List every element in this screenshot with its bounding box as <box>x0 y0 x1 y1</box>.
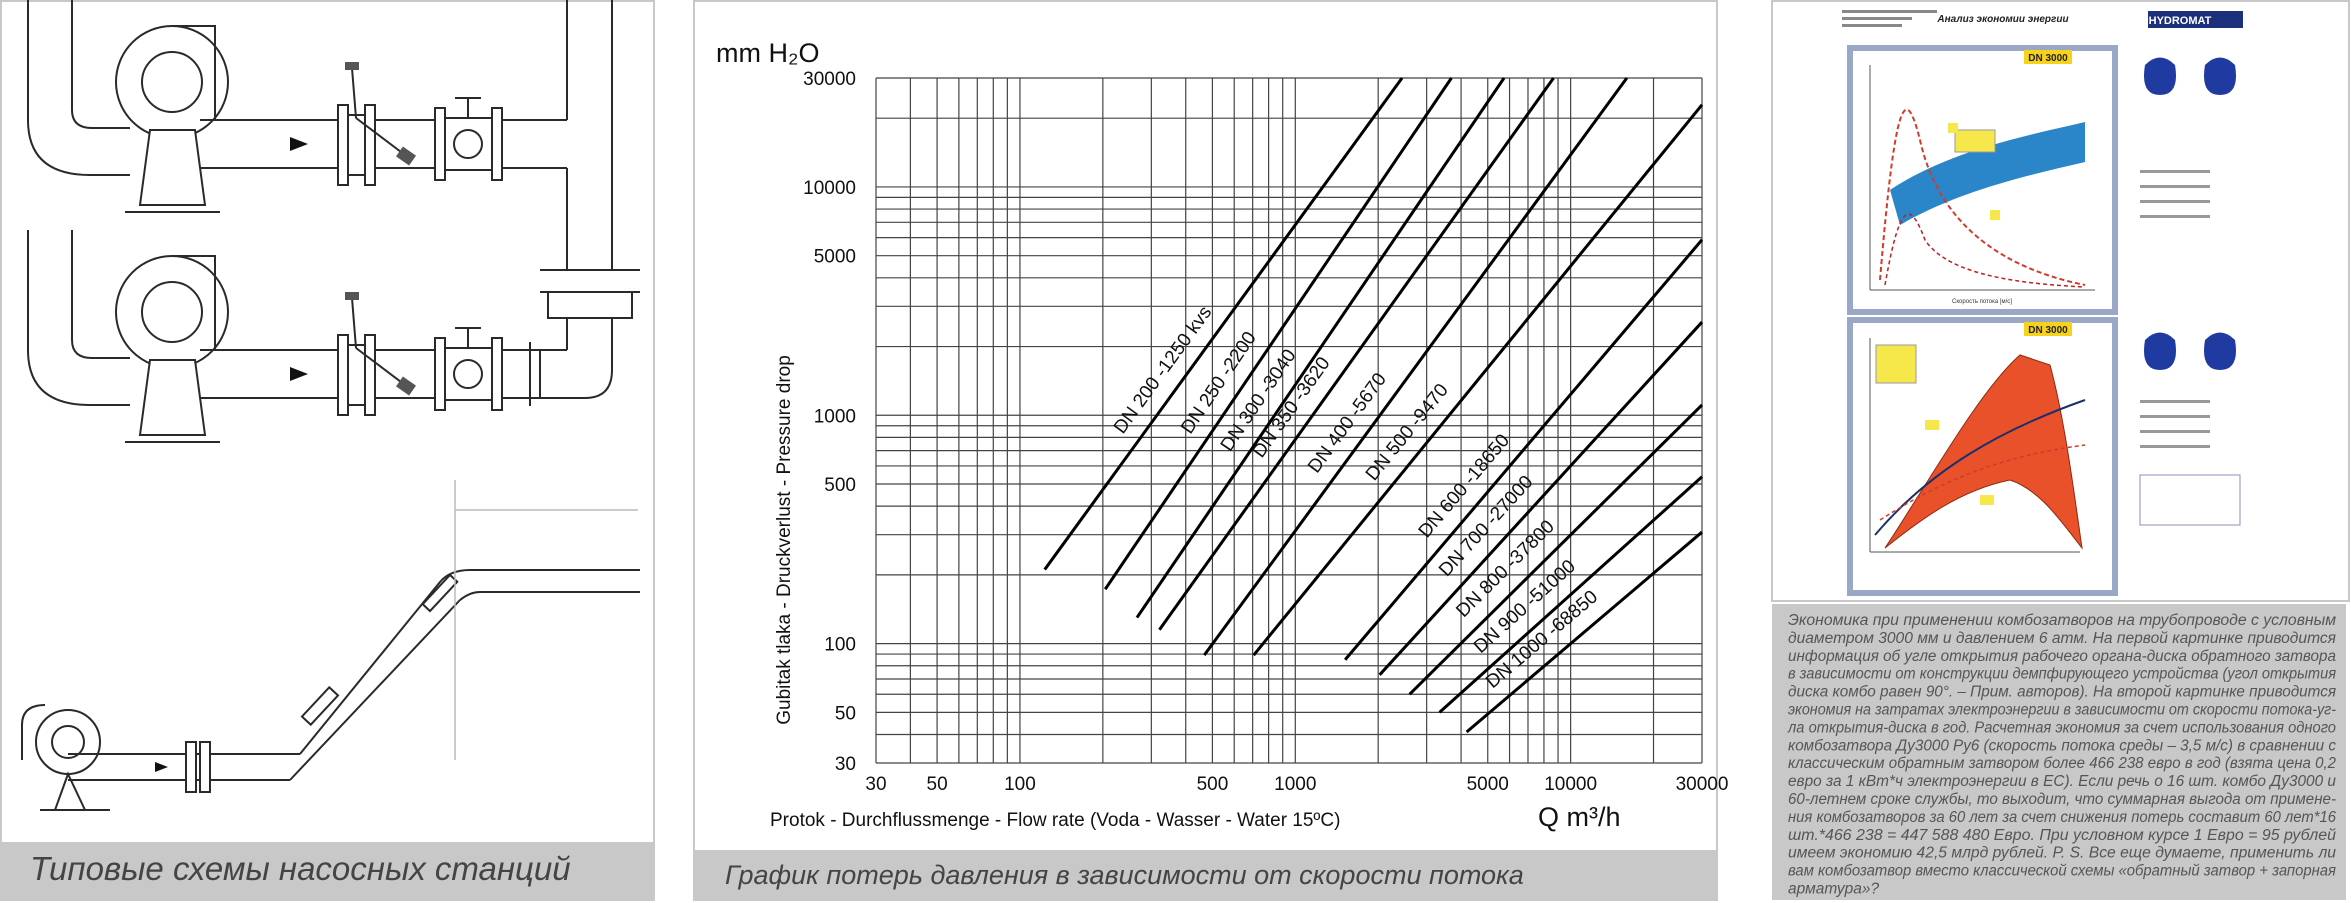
paragraph-line: информация об угле открытия рабочего орг… <box>1788 648 2336 665</box>
doc-chart-title: DN 3000 <box>2028 53 2068 64</box>
caption-bar <box>2 842 653 899</box>
caption: График потерь давления в зависимости от … <box>725 860 1524 890</box>
logo <box>2148 11 2243 28</box>
y-tick-label: 30 <box>835 754 856 775</box>
paragraph-line: евро за 1 кВт*ч электроэнергии в ЕС). Ес… <box>1788 773 2336 790</box>
paragraph-line: диаметром 3000 мм и давлением 6 атм. На … <box>1788 630 2336 647</box>
left-panel <box>0 0 655 901</box>
line <box>1465 530 1703 734</box>
y-tick-label: 1000 <box>814 406 856 427</box>
y-tick-label: 100 <box>824 635 856 656</box>
caption-bar <box>695 850 1716 900</box>
y-tick-label: 30000 <box>803 69 856 90</box>
x-tick-label: 500 <box>1197 774 1229 795</box>
caption: Типовые схемы насосных станций <box>30 850 571 887</box>
paragraph-line: диска комбо равен 90°. – Прим. авторов).… <box>1788 684 2336 701</box>
paragraph: Экономика при применении комбозатворов н… <box>1787 612 2336 898</box>
riser-flange <box>529 342 541 406</box>
x-tick-label: 100 <box>1004 774 1036 795</box>
line <box>1043 77 1404 571</box>
y-tick-label: 10000 <box>803 178 856 199</box>
logo-text: HYDROMAT <box>2149 15 2212 27</box>
paragraph-line: арматура»? <box>1788 881 1879 898</box>
line <box>1378 321 1704 676</box>
paragraph-line: ла открытия-диска в год. Расчетная эконо… <box>1787 719 2336 736</box>
line <box>1438 475 1704 714</box>
paragraph-line: комбозатвора Ду3000 Ру6 (скорость потока… <box>1788 737 2336 754</box>
doc-chart-1 <box>1847 45 2236 315</box>
y-tick-label: 5000 <box>814 247 856 268</box>
text-box <box>1772 604 2346 900</box>
doc-chart-2 <box>1847 317 2241 596</box>
y-tick-label: 500 <box>824 475 856 496</box>
x-tick-label: 30 <box>865 774 886 795</box>
x-unit: Q m³/h <box>1538 802 1621 832</box>
paragraph-line: ния комбозатворов за 60 лет за счет сниж… <box>1788 809 2336 826</box>
doc-axis-title: Скорость потока [м/с] <box>1952 299 2012 305</box>
riser-pipe <box>540 0 640 399</box>
x-tick-label: 30000 <box>1676 774 1729 795</box>
x-tick-label: 50 <box>927 774 948 795</box>
y-axis-title: Gubitak tlaka - Druckverlust - Pressure … <box>774 355 795 725</box>
y-tick-label: 50 <box>835 703 856 724</box>
paragraph-line: вам комбозатвор вместо классической схем… <box>1788 863 2336 880</box>
paragraph-line: Экономика при применении комбозатворов н… <box>1788 612 2336 629</box>
line <box>1408 403 1704 696</box>
paragraph-line: классическим обратным затвором более 466… <box>1788 755 2336 772</box>
paragraph-line: экономия на затратах электроэнергии в за… <box>1788 702 2336 719</box>
y-unit: mm H₂O <box>716 38 819 68</box>
line <box>1252 103 1704 657</box>
doc-header <box>1842 10 1937 27</box>
doc-title: Анализ экономии энергии <box>1936 14 2068 25</box>
pump-station-3 <box>21 480 640 811</box>
line <box>1103 77 1453 591</box>
x-tick-label: 1000 <box>1274 774 1316 795</box>
x-tick-label: 5000 <box>1467 774 1509 795</box>
line <box>1203 77 1629 657</box>
paragraph-line: имеем экономию 42,5 млрд рублей. P. S. В… <box>1788 845 2336 862</box>
x-axis-title: Protok - Durchflussmenge - Flow rate (Vo… <box>770 810 1340 831</box>
paragraph-line: 60-летнем сроке службы, то выходит, что … <box>1788 791 2336 808</box>
line <box>1158 77 1555 631</box>
line <box>1135 77 1506 619</box>
paragraph-line: в зависимости от конструкции демпфирующе… <box>1788 666 2336 683</box>
x-tick-label: 10000 <box>1544 774 1597 795</box>
line <box>1343 238 1704 661</box>
doc-chart-title: DN 3000 <box>2028 325 2068 336</box>
paragraph-line: шт.*466 238 = 447 588 480 Евро. При усло… <box>1788 827 2336 844</box>
